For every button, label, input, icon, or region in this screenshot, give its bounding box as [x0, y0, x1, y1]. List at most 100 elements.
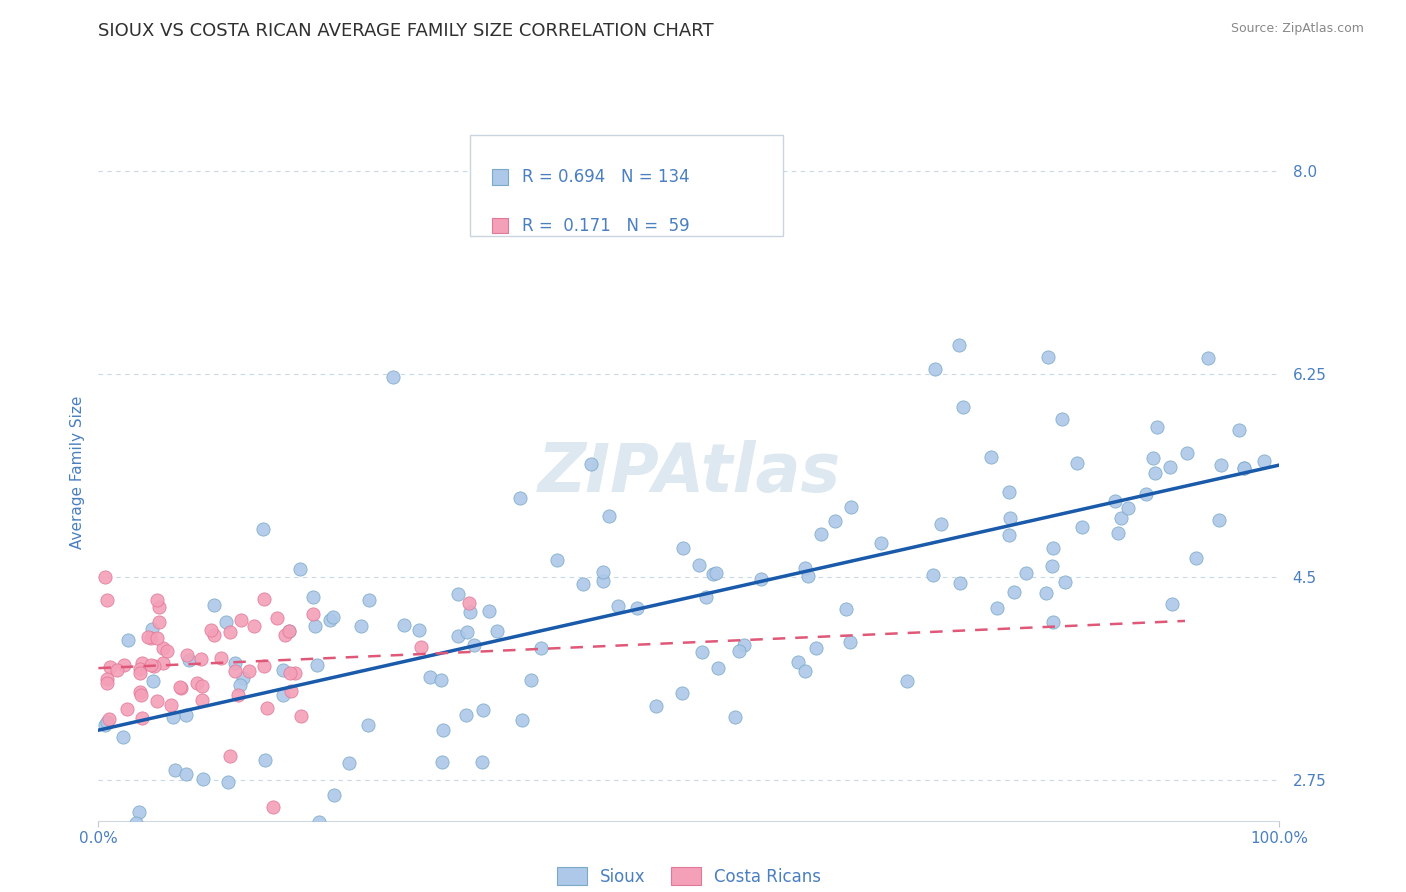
Point [1042, 615, 1064, 630]
Point [1002, 584, 1025, 599]
Point [98, 660, 121, 674]
Point [1146, 419, 1168, 434]
Point [115, 702, 138, 716]
Point [176, 708, 198, 723]
Point [96, 593, 118, 607]
Point [129, 662, 152, 676]
Point [256, 701, 278, 715]
Point [1000, 511, 1022, 525]
Point [215, 615, 238, 629]
Point [98, 712, 121, 726]
Point [447, 587, 470, 601]
Point [266, 611, 288, 625]
Point [702, 567, 724, 582]
Point [429, 673, 451, 688]
Point [419, 670, 441, 684]
Text: R = 0.694   N = 134: R = 0.694 N = 134 [523, 168, 690, 186]
Point [447, 629, 470, 643]
Point [242, 619, 264, 633]
Point [228, 678, 250, 692]
Point [1116, 501, 1139, 516]
Point [141, 623, 163, 637]
Point [1066, 456, 1088, 470]
Point [308, 815, 330, 830]
Point [322, 609, 344, 624]
Point [457, 596, 479, 610]
Point [204, 628, 226, 642]
Point [219, 749, 242, 764]
Point [1161, 598, 1184, 612]
Point [986, 600, 1008, 615]
Point [252, 522, 274, 536]
Text: R =  0.171   N =  59: R = 0.171 N = 59 [523, 217, 690, 235]
Point [704, 566, 727, 580]
Point [284, 666, 307, 681]
Point [146, 593, 169, 607]
Y-axis label: Average Family Size: Average Family Size [69, 396, 84, 549]
Point [238, 665, 260, 679]
Point [896, 673, 918, 688]
Point [1233, 460, 1256, 475]
Point [592, 574, 614, 588]
Point [96, 675, 118, 690]
Point [165, 764, 187, 778]
Point [94, 718, 117, 732]
Point [156, 643, 179, 657]
Point [146, 632, 169, 646]
Point [129, 688, 152, 702]
Point [592, 565, 614, 579]
Point [219, 624, 242, 639]
Point [463, 638, 485, 652]
Point [1135, 487, 1157, 501]
Point [148, 600, 170, 615]
Point [229, 614, 252, 628]
Point [271, 688, 294, 702]
Point [408, 623, 430, 637]
Point [129, 685, 152, 699]
Text: SIOUX VS COSTA RICAN AVERAGE FAMILY SIZE CORRELATION CHART: SIOUX VS COSTA RICAN AVERAGE FAMILY SIZE… [98, 22, 714, 40]
Point [224, 664, 246, 678]
Point [626, 601, 648, 615]
Point [152, 640, 174, 655]
Point [432, 755, 454, 769]
Point [209, 651, 232, 665]
Point [1253, 453, 1275, 467]
Point [870, 536, 893, 550]
Point [200, 623, 222, 637]
Point [1040, 558, 1063, 573]
Point [111, 730, 134, 744]
Point [146, 693, 169, 707]
Point [381, 370, 404, 384]
Point [232, 671, 254, 685]
Point [191, 680, 214, 694]
Point [1036, 350, 1059, 364]
Point [998, 527, 1021, 541]
Point [1053, 575, 1076, 590]
Point [948, 338, 970, 352]
Point [1035, 585, 1057, 599]
Point [1107, 526, 1129, 541]
Point [262, 799, 284, 814]
Point [337, 756, 360, 771]
Point [253, 592, 276, 607]
Point [409, 640, 432, 654]
Point [96, 672, 118, 686]
Point [804, 640, 827, 655]
Point [392, 618, 415, 632]
Point [304, 619, 326, 633]
Point [156, 850, 179, 864]
Text: Source: ZipAtlas.com: Source: ZipAtlas.com [1230, 22, 1364, 36]
Point [277, 624, 299, 638]
Point [645, 698, 668, 713]
Point [810, 526, 832, 541]
Point [190, 692, 212, 706]
Point [546, 553, 568, 567]
Point [1211, 458, 1233, 472]
Point [124, 816, 146, 830]
Text: ZIPAtlas: ZIPAtlas [537, 440, 841, 506]
Point [733, 638, 755, 652]
Point [572, 577, 595, 591]
Point [793, 664, 815, 678]
Point [835, 602, 858, 616]
Point [179, 653, 201, 667]
